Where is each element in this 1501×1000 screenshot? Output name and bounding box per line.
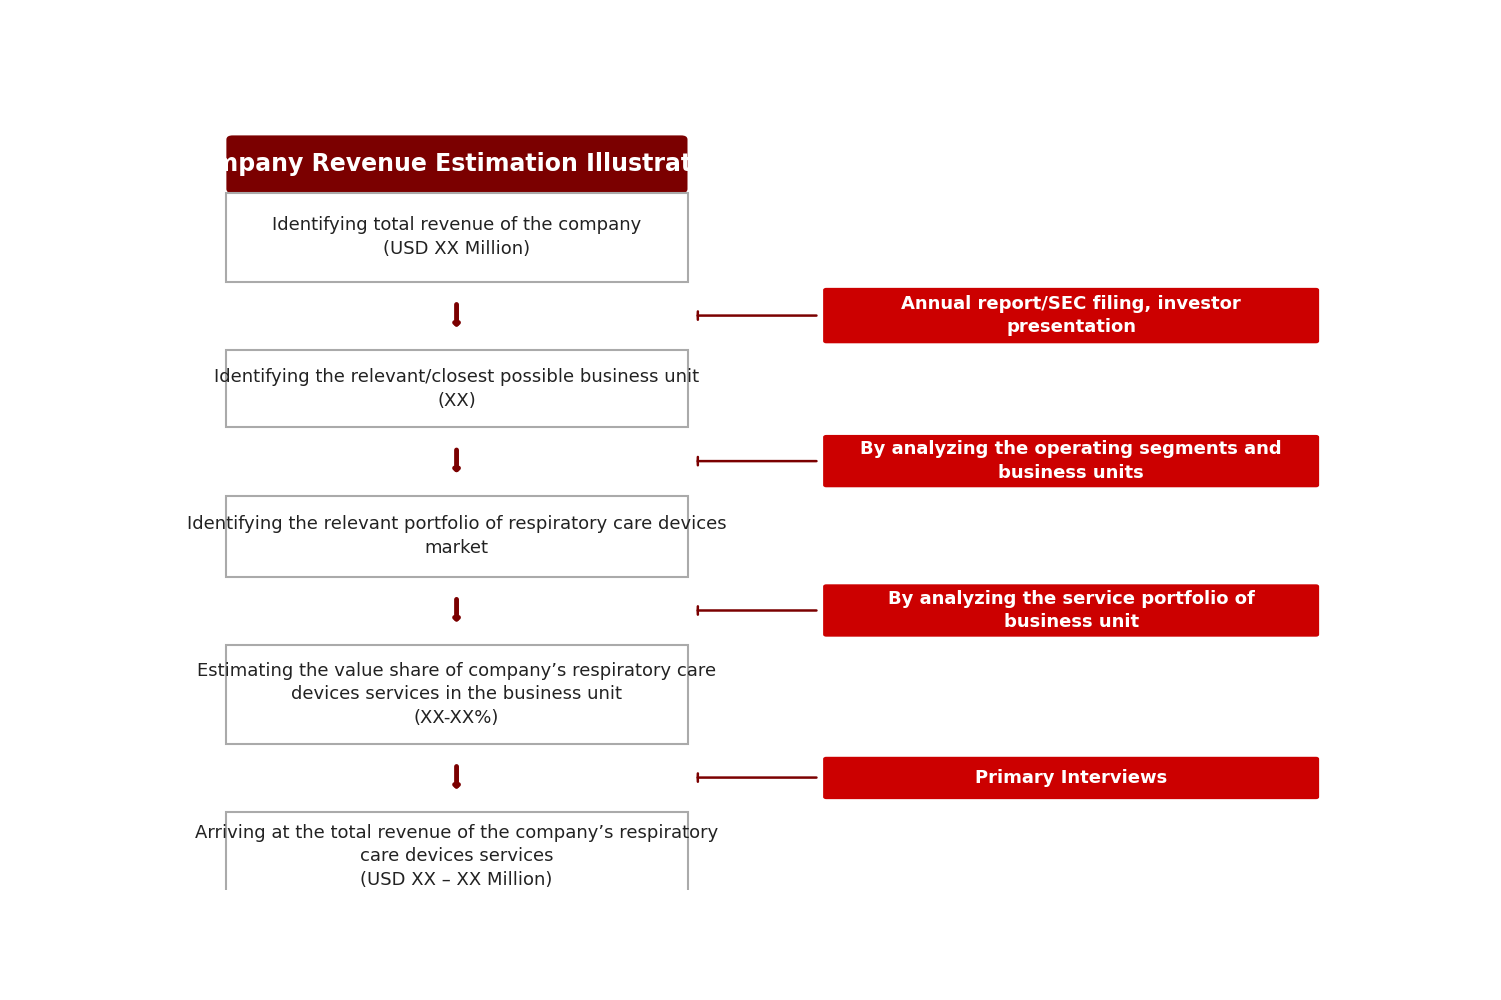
Text: Identifying total revenue of the company
(USD XX Million): Identifying total revenue of the company…	[272, 216, 641, 258]
FancyBboxPatch shape	[227, 135, 687, 193]
FancyBboxPatch shape	[227, 645, 687, 744]
FancyBboxPatch shape	[823, 584, 1319, 637]
Text: Identifying the relevant portfolio of respiratory care devices
market: Identifying the relevant portfolio of re…	[186, 515, 726, 557]
FancyBboxPatch shape	[823, 435, 1319, 487]
Text: Annual report/SEC filing, investor
presentation: Annual report/SEC filing, investor prese…	[901, 295, 1241, 336]
Text: By analyzing the operating segments and
business units: By analyzing the operating segments and …	[860, 440, 1282, 482]
Text: Company Revenue Estimation Illustration: Company Revenue Estimation Illustration	[180, 152, 732, 176]
Text: Arriving at the total revenue of the company’s respiratory
care devices services: Arriving at the total revenue of the com…	[195, 824, 717, 889]
Text: Estimating the value share of company’s respiratory care
devices services in the: Estimating the value share of company’s …	[197, 662, 716, 727]
FancyBboxPatch shape	[227, 496, 687, 577]
FancyBboxPatch shape	[823, 288, 1319, 343]
Text: Primary Interviews: Primary Interviews	[976, 769, 1168, 787]
FancyBboxPatch shape	[227, 193, 687, 282]
FancyBboxPatch shape	[823, 757, 1319, 799]
Text: By analyzing the service portfolio of
business unit: By analyzing the service portfolio of bu…	[887, 590, 1255, 631]
FancyBboxPatch shape	[227, 350, 687, 427]
Text: Identifying the relevant/closest possible business unit
(XX): Identifying the relevant/closest possibl…	[215, 368, 699, 410]
FancyBboxPatch shape	[227, 812, 687, 901]
